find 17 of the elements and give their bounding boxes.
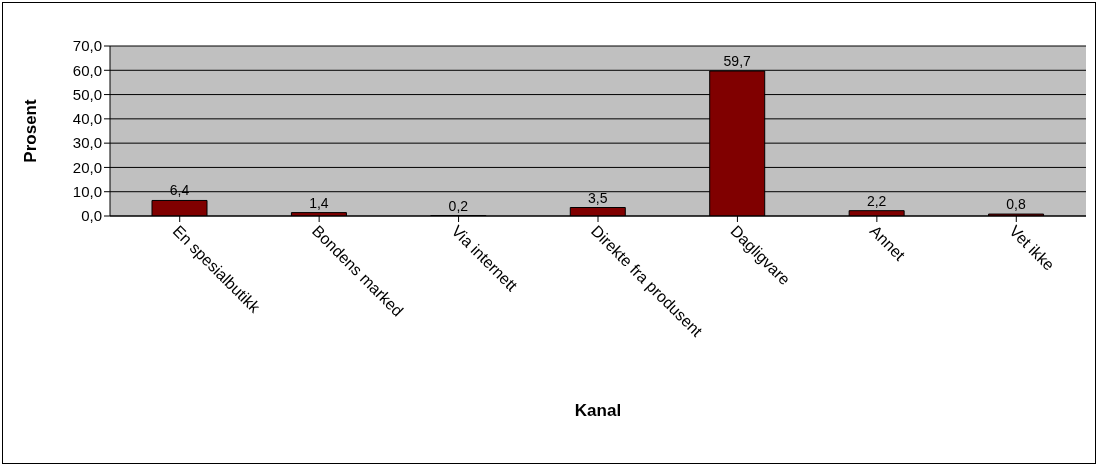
data-label: 0,2 xyxy=(448,197,469,214)
x-tick-label: Vet ikke xyxy=(1006,222,1058,274)
y-axis-title: Prosent xyxy=(21,99,41,163)
data-label: 0,8 xyxy=(1006,196,1027,213)
data-label: 2,2 xyxy=(866,192,887,209)
y-tick-label: 70,0 xyxy=(72,37,102,55)
y-tick-label: 0,0 xyxy=(81,207,102,225)
y-tick-label: 40,0 xyxy=(72,110,102,128)
y-tick-label: 20,0 xyxy=(72,158,102,176)
data-label: 1,4 xyxy=(309,194,329,211)
y-tick-label: 50,0 xyxy=(72,85,102,103)
y-tick-label: 10,0 xyxy=(72,183,102,201)
data-label: 59,7 xyxy=(723,53,752,70)
data-label: 3,5 xyxy=(588,189,608,206)
y-tick-label: 60,0 xyxy=(72,61,102,79)
x-axis-title: Kanal xyxy=(574,401,622,420)
y-tick-label: 30,0 xyxy=(72,134,102,152)
